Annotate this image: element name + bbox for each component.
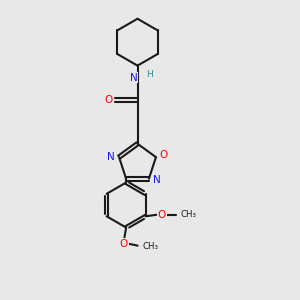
Text: O: O [158,210,166,220]
Text: O: O [160,150,168,160]
Text: H: H [146,70,153,79]
Text: CH₃: CH₃ [142,242,158,251]
Text: O: O [105,95,113,105]
Text: N: N [107,152,115,161]
Text: CH₃: CH₃ [181,210,197,219]
Text: N: N [130,73,137,82]
Text: N: N [153,176,160,185]
Text: O: O [119,239,128,249]
